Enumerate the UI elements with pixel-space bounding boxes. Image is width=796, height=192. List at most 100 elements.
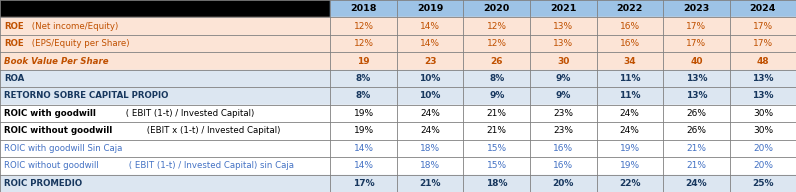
Text: 34: 34	[623, 57, 636, 66]
Text: 18%: 18%	[420, 161, 440, 170]
Text: 19%: 19%	[620, 161, 640, 170]
Bar	[397, 105, 463, 122]
Text: 11%: 11%	[619, 74, 641, 83]
Text: 23%: 23%	[553, 126, 573, 135]
Bar	[596, 17, 663, 35]
Bar	[330, 140, 397, 157]
Bar	[463, 87, 530, 105]
Bar	[730, 175, 796, 192]
Text: 30%: 30%	[753, 109, 773, 118]
Text: ROIC without goodwill: ROIC without goodwill	[4, 161, 99, 170]
Text: 13%: 13%	[752, 92, 774, 100]
Bar	[463, 0, 530, 17]
Bar	[663, 175, 730, 192]
Text: (EPS/Equity per Share): (EPS/Equity per Share)	[29, 39, 130, 48]
Text: 17%: 17%	[753, 22, 773, 31]
Bar	[730, 157, 796, 175]
Bar	[397, 52, 463, 70]
Bar	[0, 157, 330, 175]
Bar	[0, 140, 330, 157]
Text: 13%: 13%	[553, 22, 573, 31]
Text: 13%: 13%	[685, 92, 707, 100]
Text: 26%: 26%	[686, 126, 706, 135]
Bar	[730, 122, 796, 140]
Text: 16%: 16%	[553, 161, 573, 170]
Text: 2021: 2021	[550, 4, 576, 13]
Bar	[330, 105, 397, 122]
Bar	[663, 122, 730, 140]
Text: ROIC with goodwill Sin Caja: ROIC with goodwill Sin Caja	[4, 144, 123, 153]
Bar	[596, 122, 663, 140]
Text: 12%: 12%	[486, 22, 507, 31]
Text: 17%: 17%	[753, 39, 773, 48]
Text: 30: 30	[557, 57, 569, 66]
Bar	[530, 175, 596, 192]
Text: 16%: 16%	[553, 144, 573, 153]
Text: Book Value Per Share: Book Value Per Share	[4, 57, 108, 66]
Text: 8%: 8%	[356, 74, 371, 83]
Text: 20%: 20%	[753, 144, 773, 153]
Text: 21%: 21%	[419, 179, 441, 188]
Bar	[463, 122, 530, 140]
Bar	[397, 0, 463, 17]
Bar	[663, 140, 730, 157]
Text: 30%: 30%	[753, 126, 773, 135]
Text: 2024: 2024	[750, 4, 776, 13]
Text: 14%: 14%	[353, 161, 373, 170]
Bar	[596, 52, 663, 70]
Bar	[330, 17, 397, 35]
Bar	[596, 87, 663, 105]
Text: 15%: 15%	[486, 144, 507, 153]
Text: 16%: 16%	[620, 39, 640, 48]
Text: 19: 19	[357, 57, 370, 66]
Text: 21%: 21%	[686, 144, 706, 153]
Bar	[0, 122, 330, 140]
Bar	[530, 157, 596, 175]
Text: 24%: 24%	[620, 126, 640, 135]
Bar	[330, 35, 397, 52]
Text: 24%: 24%	[420, 109, 440, 118]
Bar	[730, 52, 796, 70]
Bar	[596, 70, 663, 87]
Bar	[397, 122, 463, 140]
Bar	[663, 87, 730, 105]
Bar	[530, 35, 596, 52]
Text: ROIC with goodwill: ROIC with goodwill	[4, 109, 96, 118]
Bar	[0, 87, 330, 105]
Bar	[463, 35, 530, 52]
Bar	[663, 17, 730, 35]
Text: 19%: 19%	[353, 126, 373, 135]
Text: 48: 48	[756, 57, 769, 66]
Text: 21%: 21%	[686, 161, 706, 170]
Bar	[730, 87, 796, 105]
Text: 19%: 19%	[620, 144, 640, 153]
Text: ROIC PROMEDIO: ROIC PROMEDIO	[4, 179, 82, 188]
Bar	[663, 35, 730, 52]
Bar	[530, 70, 596, 87]
Bar	[330, 52, 397, 70]
Text: ( EBIT (1-t) / Invested Capital): ( EBIT (1-t) / Invested Capital)	[123, 109, 254, 118]
Bar	[463, 105, 530, 122]
Text: 25%: 25%	[752, 179, 774, 188]
Bar	[730, 0, 796, 17]
Text: 18%: 18%	[420, 144, 440, 153]
Bar	[663, 157, 730, 175]
Text: 20%: 20%	[753, 161, 773, 170]
Text: 24%: 24%	[620, 109, 640, 118]
Bar	[530, 52, 596, 70]
Bar	[463, 175, 530, 192]
Text: (EBIT x (1-t) / Invested Capital): (EBIT x (1-t) / Invested Capital)	[143, 126, 280, 135]
Bar	[397, 17, 463, 35]
Text: 17%: 17%	[686, 39, 706, 48]
Bar	[730, 140, 796, 157]
Bar	[397, 87, 463, 105]
Text: 2018: 2018	[350, 4, 377, 13]
Bar	[330, 70, 397, 87]
Bar	[530, 140, 596, 157]
Text: 9%: 9%	[489, 92, 505, 100]
Bar	[596, 157, 663, 175]
Text: 23: 23	[424, 57, 436, 66]
Text: 24%: 24%	[420, 126, 440, 135]
Bar	[330, 157, 397, 175]
Bar	[0, 175, 330, 192]
